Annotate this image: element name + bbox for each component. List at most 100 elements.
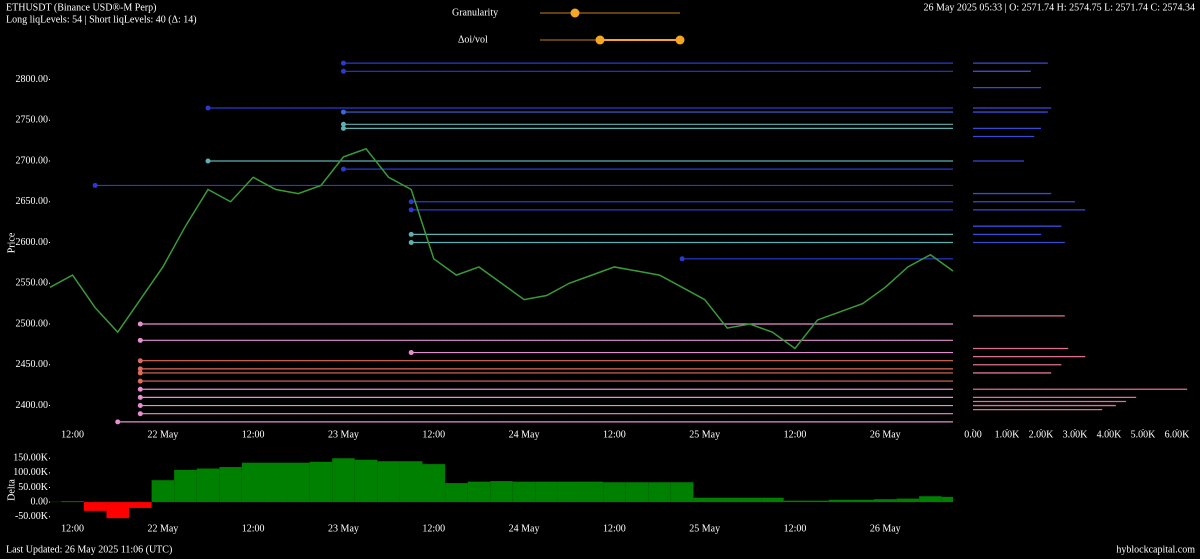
oi-vol-knob-low[interactable] — [595, 35, 605, 45]
delta-bar — [422, 464, 446, 503]
liq-level-dot — [408, 199, 414, 205]
delta-bar — [896, 498, 920, 503]
x-tick-label: 12:00 — [603, 523, 626, 534]
footer-updated: Last Updated: 26 May 2025 11:06 (UTC) — [6, 544, 172, 555]
liq-level-dot — [137, 386, 143, 392]
delta-bar — [919, 496, 942, 503]
delta-bar — [467, 481, 491, 503]
x-tick-label: 12:00 — [61, 523, 84, 534]
x-tick-label: 24 May — [509, 523, 540, 534]
delta-bar — [738, 497, 762, 503]
y-tick-label: 2750.00 — [16, 115, 49, 126]
y-tick-label: 150.00K — [13, 453, 49, 464]
price-line — [49, 147, 954, 350]
x-tick-label: 6.00K — [1165, 429, 1191, 440]
liq-level-dot — [137, 358, 143, 364]
y-tick-label: -50.00K — [15, 511, 49, 522]
delta-axis-label: Delta — [6, 479, 17, 501]
liq-level-dot — [137, 403, 143, 409]
y-tick-label: 2650.00 — [16, 196, 49, 207]
x-tick-label: 26 May — [870, 523, 901, 534]
x-tick-label: 26 May — [870, 429, 901, 440]
y-tick-label: 2400.00 — [16, 400, 49, 411]
delta-bar — [851, 499, 874, 503]
liq-level-dot — [408, 240, 414, 245]
liq-level-dot — [137, 411, 143, 417]
delta-bar — [693, 497, 716, 503]
oi-vol-knob-high[interactable] — [675, 35, 685, 45]
granularity-knob[interactable] — [570, 8, 580, 18]
x-tick-label: 12:00 — [242, 429, 265, 440]
x-tick-label: 12:00 — [784, 429, 807, 440]
delta-bar — [332, 458, 355, 503]
x-tick-label: 22 May — [147, 523, 178, 534]
x-tick-label: 5.00K — [1131, 429, 1157, 440]
y-tick-label: 50.00K — [18, 482, 49, 493]
delta-bar — [399, 461, 423, 503]
granularity-label: Granularity — [452, 7, 498, 18]
x-tick-label: 25 May — [689, 523, 720, 534]
x-tick-label: 12:00 — [784, 523, 807, 534]
delta-bar — [557, 481, 581, 503]
delta-bar — [219, 467, 242, 503]
liq-level-dot — [137, 321, 143, 327]
delta-bar — [806, 500, 829, 503]
delta-bar — [151, 480, 175, 503]
delta-bar — [61, 501, 84, 503]
y-tick-label: 100.00K — [13, 467, 49, 478]
header-levels: Long liqLevels: 54 | Short liqLevels: 40… — [6, 14, 197, 25]
delta-bar — [512, 481, 536, 503]
liq-level-dot — [340, 125, 346, 131]
delta-bar — [445, 483, 468, 503]
footer-site[interactable]: hyblockcapital.com — [1116, 544, 1195, 555]
delta-bar — [873, 499, 897, 503]
y-tick-label: 2450.00 — [16, 359, 49, 370]
x-tick-label: 25 May — [689, 429, 720, 440]
liq-level-dot — [340, 109, 346, 115]
liq-level-dot — [340, 60, 346, 66]
liq-level-dot — [137, 394, 143, 400]
delta-bar — [535, 481, 558, 503]
delta-bar — [580, 481, 604, 503]
delta-bar — [941, 496, 953, 503]
y-axis-label: Price — [6, 232, 17, 253]
delta-bar — [129, 502, 152, 508]
x-tick-label: 12:00 — [61, 429, 84, 440]
liq-level-dot — [340, 121, 346, 127]
delta-bar — [603, 482, 626, 503]
x-tick-label: 12:00 — [242, 523, 265, 534]
liq-level-dot — [115, 419, 121, 425]
x-tick-label: 23 May — [328, 523, 359, 534]
delta-bar — [241, 462, 265, 503]
liq-level-dot — [137, 378, 143, 384]
x-tick-label: 22 May — [147, 429, 178, 440]
y-tick-label: 2800.00 — [16, 74, 49, 85]
oi-vol-label: Δoi/vol — [458, 34, 488, 45]
liq-level-dot — [137, 366, 143, 372]
x-tick-label: 23 May — [328, 429, 359, 440]
delta-bar — [490, 481, 513, 503]
delta-bar — [648, 482, 671, 503]
liq-level-dot — [340, 68, 346, 74]
delta-bar — [761, 497, 784, 503]
header-title: ETHUSDT (Binance USD®-M Perp) — [6, 2, 156, 13]
x-tick-label: 12:00 — [422, 523, 445, 534]
x-tick-label: 4.00K — [1097, 429, 1123, 440]
delta-bar — [828, 499, 852, 503]
y-tick-label: 2550.00 — [16, 278, 49, 289]
delta-bar — [174, 469, 197, 503]
y-tick-label: 2700.00 — [16, 155, 49, 166]
liq-level-dot — [408, 350, 414, 356]
delta-bar — [783, 500, 807, 503]
x-tick-label: 3.00K — [1063, 429, 1089, 440]
x-tick-label: 24 May — [509, 429, 540, 440]
liq-level-dot — [137, 370, 143, 376]
y-tick-label: 0.00 — [31, 496, 49, 507]
delta-bar — [264, 462, 288, 503]
delta-bar — [354, 459, 378, 503]
delta-bar — [196, 468, 220, 503]
y-tick-label: 2500.00 — [16, 318, 49, 329]
